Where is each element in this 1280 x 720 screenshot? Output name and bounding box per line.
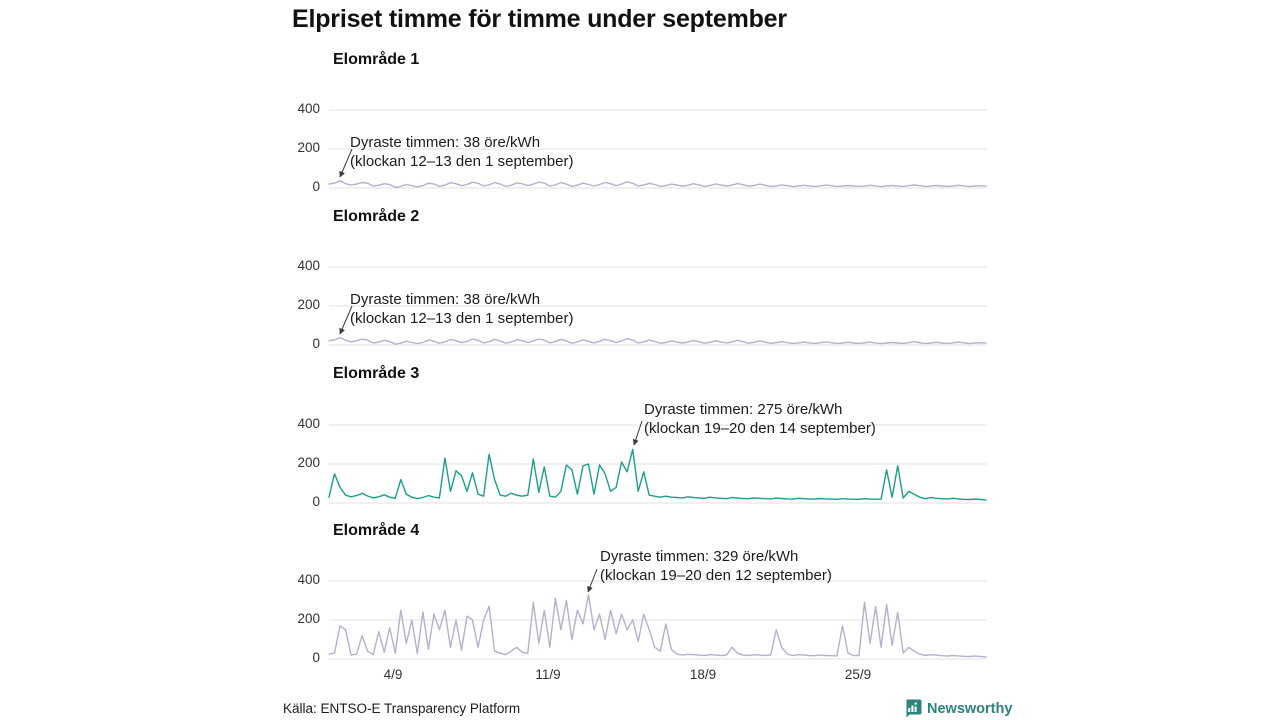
ytick-label: 400 (297, 572, 320, 587)
panel-title-elomrade-2: Elområde 2 (333, 208, 420, 225)
annotation-line2: (klockan 19–20 den 12 september) (600, 566, 832, 584)
annotation-arrow-icon (587, 568, 598, 593)
annotation-elomrade-2: Dyraste timmen: 38 öre/kWh (klockan 12–1… (350, 291, 573, 328)
xtick-label: 25/9 (844, 667, 872, 682)
annotation-elomrade-1: Dyraste timmen: 38 öre/kWh (klockan 12–1… (350, 134, 573, 171)
ytick-label: 200 (297, 611, 320, 626)
newsworthy-label: Newsworthy (927, 700, 1013, 717)
ytick-label: 200 (297, 455, 320, 470)
xtick-label: 18/9 (689, 667, 717, 682)
annotation-elomrade-3: Dyraste timmen: 275 öre/kWh (klockan 19–… (644, 401, 876, 438)
ytick-label: 0 (312, 650, 320, 665)
annotation-arrow-icon (339, 305, 353, 335)
xtick-label: 4/9 (383, 667, 403, 682)
panel-title-elomrade-3: Elområde 3 (333, 365, 420, 382)
panel-title-elomrade-4: Elområde 4 (333, 522, 420, 539)
ytick-label: 400 (297, 258, 320, 273)
annotation-elomrade-4: Dyraste timmen: 329 öre/kWh (klockan 19–… (600, 548, 832, 585)
annotation-line1: Dyraste timmen: 38 öre/kWh (350, 134, 541, 151)
annotation-arrow-icon (632, 420, 643, 446)
annotation-line1: Dyraste timmen: 329 öre/kWh (600, 548, 799, 565)
ytick-label: 200 (297, 297, 320, 312)
page-title: Elpriset timme för timme under september (292, 5, 787, 33)
ytick-label: 400 (297, 101, 320, 116)
ytick-label: 0 (312, 179, 320, 194)
annotation-arrow-icon (339, 148, 353, 178)
annotation-line2: (klockan 12–13 den 1 september) (350, 309, 574, 327)
annotation-line1: Dyraste timmen: 38 öre/kWh (350, 291, 541, 308)
newsworthy-logo-icon (906, 699, 922, 718)
annotation-line2: (klockan 19–20 den 14 september) (644, 419, 876, 437)
annotation-line2: (klockan 12–13 den 1 september) (350, 152, 574, 170)
line-chart-elomrade-3 (328, 424, 987, 504)
xtick-label: 11/9 (535, 667, 561, 682)
ytick-label: 0 (312, 494, 320, 509)
annotation-line1: Dyraste timmen: 275 öre/kWh (644, 401, 843, 418)
newsworthy-brand: Newsworthy (904, 699, 1012, 718)
source-credit: Källa: ENTSO-E Transparency Platform (283, 701, 521, 716)
ytick-label: 200 (297, 140, 320, 155)
line-chart-elomrade-2 (328, 266, 987, 346)
ytick-label: 400 (297, 416, 320, 431)
ytick-label: 0 (312, 336, 320, 351)
line-chart-elomrade-4 (328, 580, 987, 660)
line-chart-elomrade-1 (328, 109, 987, 189)
panel-title-elomrade-1: Elområde 1 (333, 51, 420, 68)
